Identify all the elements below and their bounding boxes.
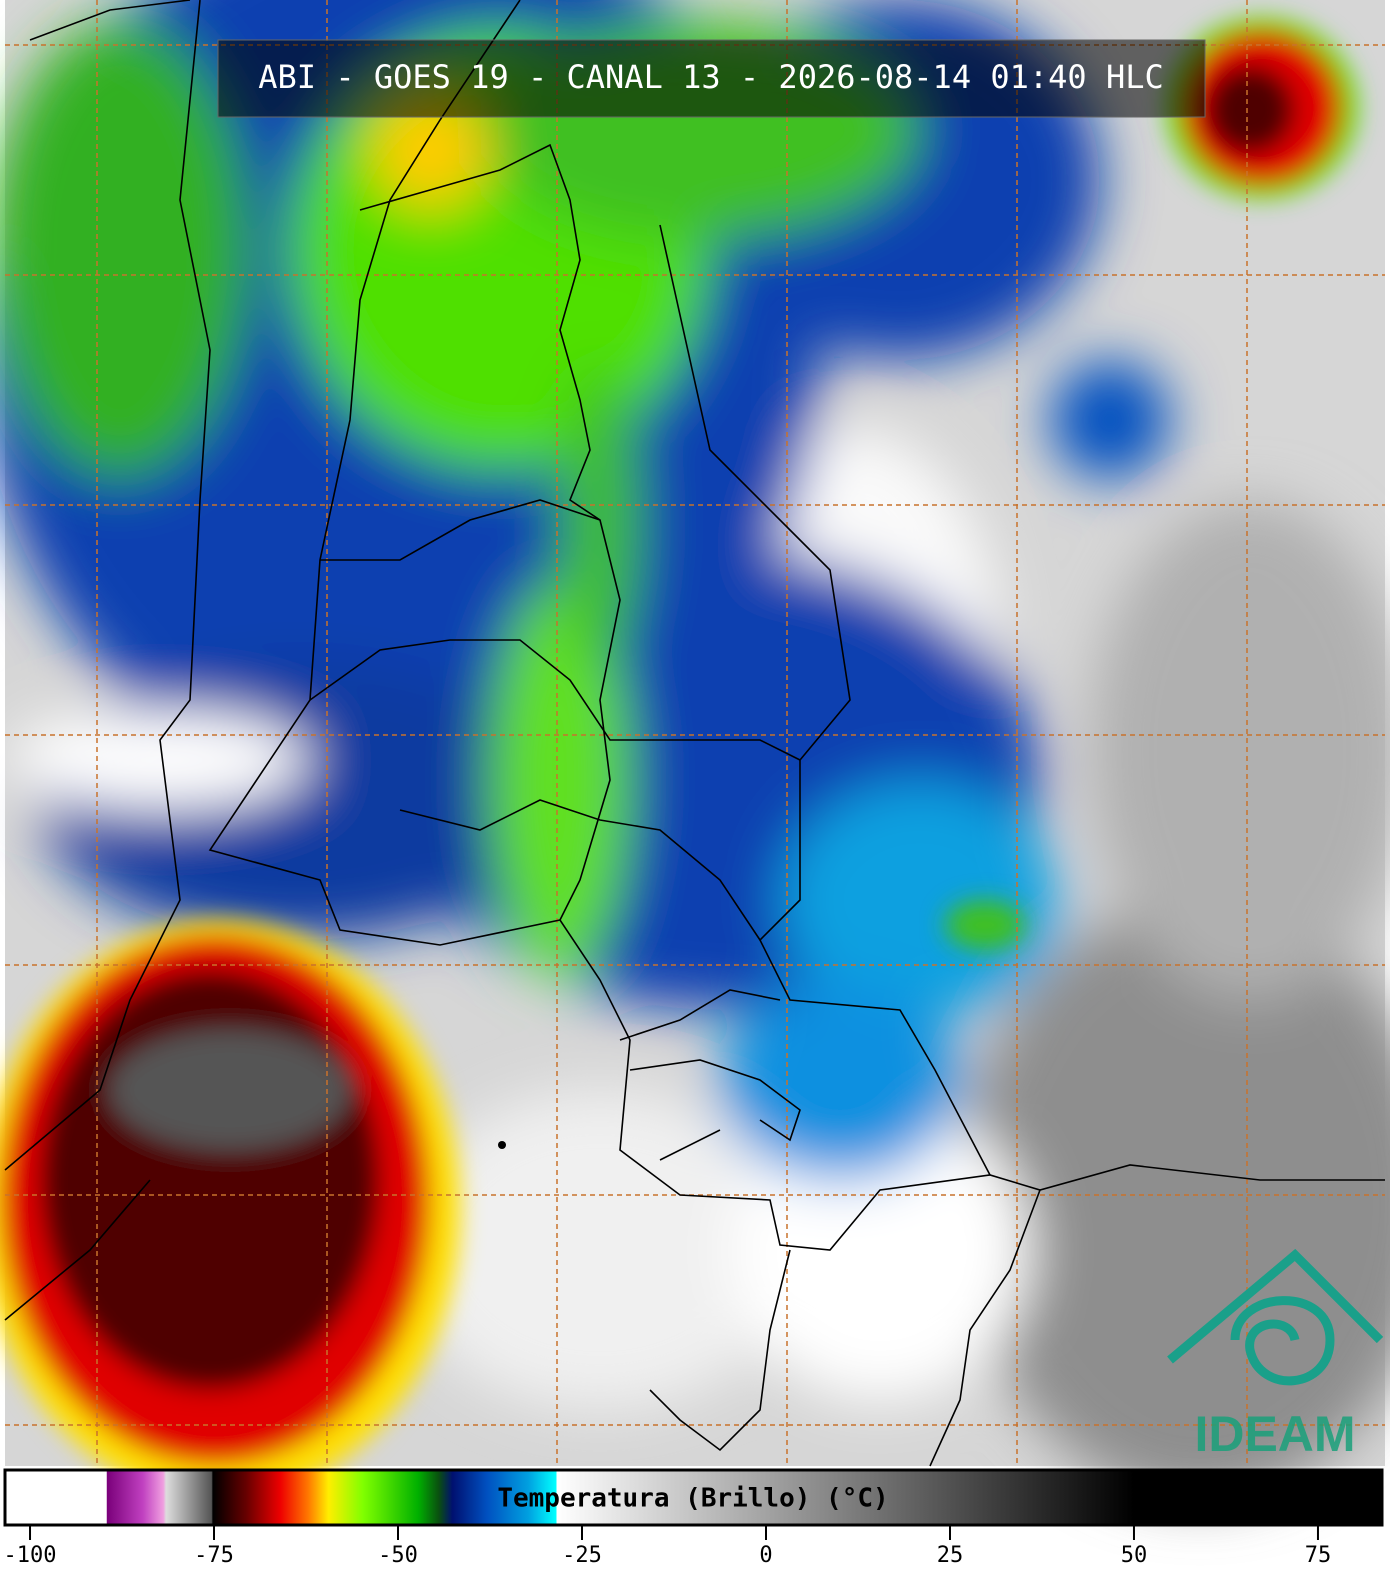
- tick-label: -100: [4, 1543, 57, 1568]
- title: ABI - GOES 19 - CANAL 13 - 2026-08-14 01…: [258, 58, 1163, 96]
- logo-text: IDEAM: [1194, 1406, 1355, 1462]
- colorbar-gradient: [3, 1468, 1384, 1527]
- tick-label: -75: [194, 1543, 234, 1568]
- tick-label: 0: [759, 1543, 772, 1568]
- tick-label: -50: [378, 1543, 418, 1568]
- satellite-map: ABI - GOES 19 - CANAL 13 - 2026-08-14 01…: [0, 0, 1390, 1500]
- logo: [1167, 1248, 1384, 1386]
- tick-label: 25: [937, 1543, 964, 1568]
- graticule: [5, 0, 1385, 1466]
- colorbar-label: Temperatura (Brillo) (°C): [497, 1484, 888, 1514]
- tick-label: -25: [562, 1543, 602, 1568]
- tick-label: 50: [1121, 1543, 1148, 1568]
- title-box: [217, 39, 1206, 118]
- tick-label: 75: [1305, 1543, 1332, 1568]
- colorbar: Temperatura (Brillo) (°C) -100 -75 -50 -25 0…: [3, 1468, 1384, 1568]
- borders: [4, 0, 1385, 1467]
